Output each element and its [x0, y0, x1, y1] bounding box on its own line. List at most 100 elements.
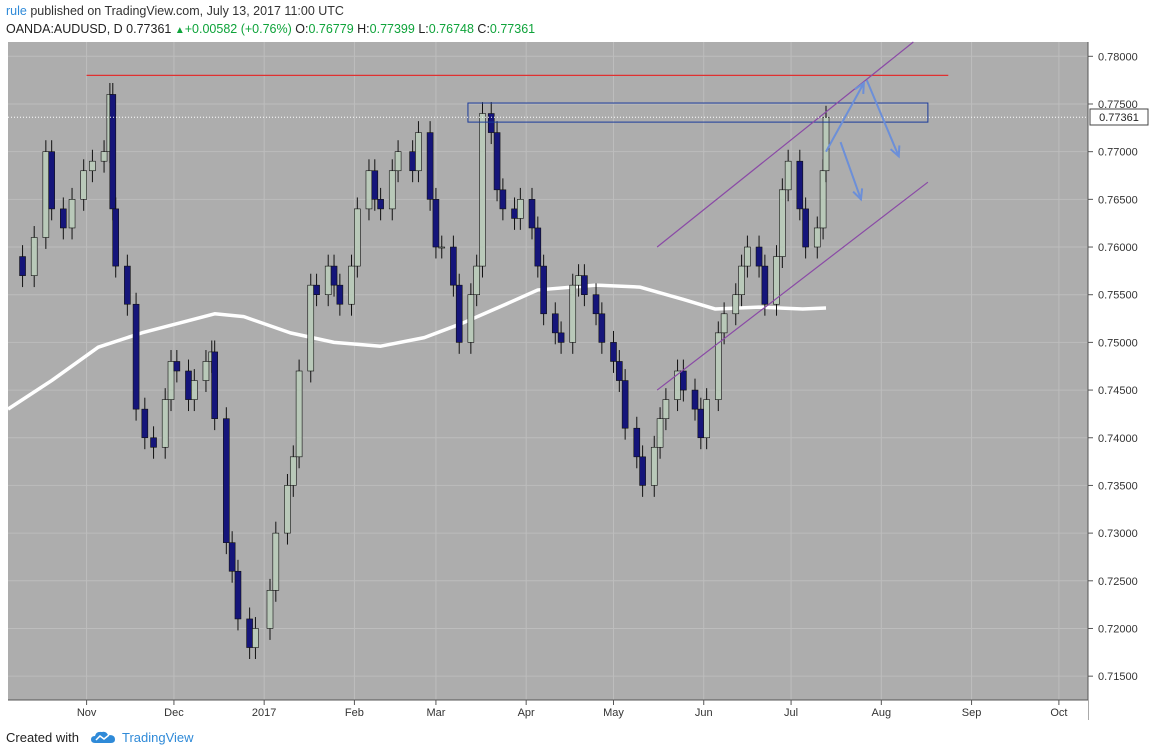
- candle-body: [784, 160, 792, 191]
- candle-body: [324, 265, 332, 296]
- grid-lines: [8, 42, 1088, 700]
- candle-body: [161, 399, 169, 448]
- candle-body: [394, 151, 402, 172]
- open-label: O:: [295, 22, 309, 36]
- candle-body: [517, 199, 524, 219]
- candle-body: [813, 227, 821, 248]
- candle-body: [426, 132, 434, 200]
- close-value: 0.77361: [489, 22, 536, 36]
- forecast-arrow: [839, 141, 862, 200]
- forecast-arrow: [865, 79, 900, 157]
- price-tick-label: 0.72000: [1098, 623, 1138, 635]
- candle-body: [388, 170, 396, 210]
- candle-body: [575, 275, 582, 286]
- tradingview-link[interactable]: TradingView: [122, 730, 194, 745]
- candle-body: [511, 208, 518, 219]
- candle-body: [167, 361, 175, 400]
- candle-body: [348, 265, 355, 305]
- candle-body: [680, 370, 687, 391]
- price-axis-ticks: 0.78000 0.77500 0.77000 0.76500 0.76000 0.755…: [1088, 51, 1138, 683]
- candle-body: [598, 313, 606, 343]
- candle-body: [307, 284, 315, 372]
- price-tick-label: 0.75500: [1098, 290, 1138, 302]
- moving-average-line: [7, 283, 827, 411]
- candle-body: [479, 113, 486, 267]
- candle-body: [211, 351, 218, 419]
- candle-body: [621, 380, 629, 429]
- time-axis[interactable]: [0, 700, 1088, 722]
- candle-body: [377, 199, 384, 210]
- time-tick-label: Apr: [518, 707, 535, 719]
- candle-body: [336, 284, 344, 305]
- low-value: 0.76748: [428, 22, 474, 36]
- time-tick-label: Aug: [872, 707, 892, 719]
- candle-body: [616, 361, 623, 381]
- price-tick-label: 0.73000: [1098, 528, 1138, 540]
- price-axis[interactable]: [1088, 42, 1152, 722]
- candle-body: [738, 265, 745, 296]
- candle-body: [289, 456, 297, 486]
- candle-body: [473, 265, 480, 296]
- low-label: L:: [418, 22, 429, 36]
- candle-body: [60, 208, 67, 229]
- candle-body: [732, 294, 740, 315]
- last-price: 0.77361: [126, 22, 172, 36]
- change-value: +0.00582 (+0.76%): [184, 22, 292, 36]
- time-tick-label: Mar: [426, 707, 445, 719]
- candle-body: [42, 151, 50, 238]
- candle-body: [656, 418, 664, 448]
- candle-body: [455, 284, 463, 343]
- candle-body: [295, 370, 303, 458]
- candle-body: [266, 590, 274, 629]
- candle-body: [569, 284, 577, 343]
- candle-body: [493, 132, 501, 191]
- candle-body: [330, 265, 338, 286]
- candle-body: [68, 199, 76, 229]
- candle-body: [592, 294, 600, 315]
- open-value: 0.76779: [308, 22, 354, 36]
- footer: Created with TradingView: [6, 730, 194, 750]
- candle-body: [697, 408, 705, 439]
- time-tick-label: Jun: [695, 707, 713, 719]
- time-tick-label: Dec: [164, 707, 184, 719]
- candle-body: [755, 246, 763, 267]
- candle-body: [191, 380, 198, 400]
- candle-body: [30, 237, 38, 276]
- candle-body: [202, 361, 210, 381]
- candle-body: [761, 265, 769, 305]
- created-with-text: Created with: [6, 730, 79, 745]
- price-tick-label: 0.78000: [1098, 51, 1138, 63]
- candle-body: [371, 170, 379, 200]
- candle-body: [551, 313, 559, 334]
- candle-body: [499, 189, 507, 210]
- time-axis-ticks: Nov Dec 2017 Feb Mar Apr May Jun Jul Aug Sep Oct: [77, 700, 1067, 719]
- candle-body: [744, 246, 751, 267]
- close-label: C:: [477, 22, 490, 36]
- candle-body: [450, 246, 457, 286]
- candle-body: [150, 437, 157, 448]
- up-triangle-icon: ▲: [174, 25, 185, 36]
- time-tick-label: Sep: [962, 707, 982, 719]
- high-value: 0.77399: [369, 22, 415, 36]
- time-tick-label: Feb: [345, 707, 364, 719]
- candle-body: [89, 160, 96, 172]
- candle-body: [691, 389, 699, 410]
- candle-body: [112, 208, 120, 267]
- price-tick-label: 0.74500: [1098, 385, 1138, 397]
- candle-body: [185, 370, 192, 400]
- drawings-layer: [8, 41, 1088, 391]
- candle-body: [822, 116, 830, 172]
- candle-body: [19, 256, 26, 276]
- candle-body: [819, 170, 827, 229]
- symbol-label: OANDA:AUDUSD, D: [6, 22, 123, 36]
- author-link[interactable]: rule: [6, 4, 27, 18]
- candle-body: [720, 313, 728, 334]
- candle-body: [610, 342, 617, 362]
- candle-body: [528, 199, 536, 229]
- tradingview-cloud-icon: [90, 731, 115, 747]
- candle-body: [48, 151, 55, 210]
- candle-body: [633, 427, 641, 458]
- time-tick-label: Nov: [77, 707, 97, 719]
- forecast-arrow-head: [854, 80, 865, 95]
